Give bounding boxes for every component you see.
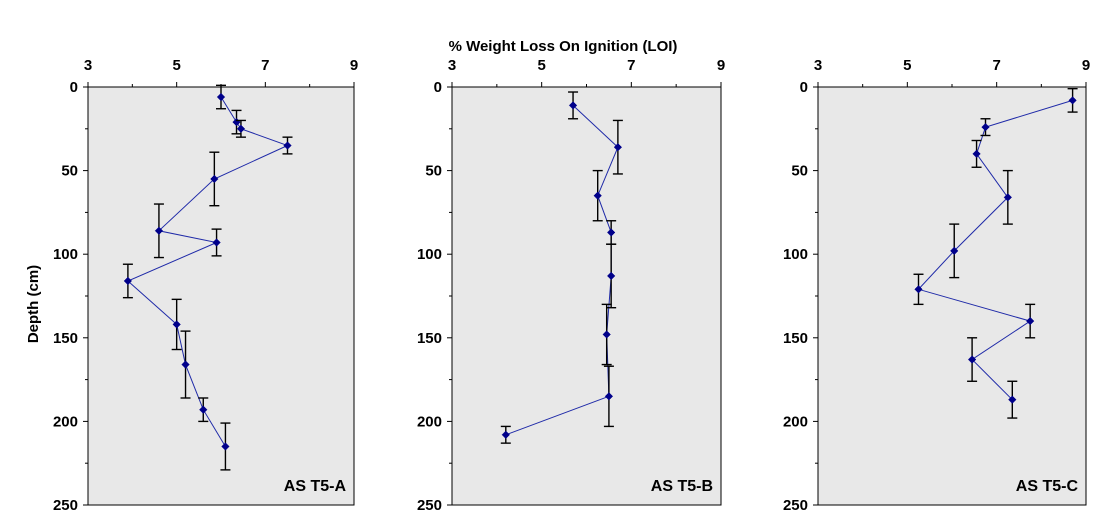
x-tick-label: 9: [717, 57, 725, 74]
y-tick-label: 50: [791, 163, 808, 180]
y-tick-label: 100: [783, 246, 808, 263]
y-tick-label: 250: [783, 497, 808, 514]
x-tick-label: 3: [814, 57, 822, 74]
y-tick-label: 50: [61, 163, 78, 180]
data-point: [914, 285, 923, 294]
panel-label: AS T5-A: [284, 478, 347, 495]
data-point: [181, 360, 190, 369]
data-point: [216, 92, 226, 102]
data-point: [154, 226, 164, 235]
y-tick-label: 150: [53, 330, 78, 347]
x-tick-label: 7: [261, 57, 269, 74]
y-tick-label: 50: [425, 163, 442, 180]
y-tick-label: 0: [434, 79, 442, 96]
y-tick-label: 250: [417, 497, 442, 514]
data-point: [967, 355, 977, 364]
data-point: [607, 271, 616, 281]
panel-label: AS T5-B: [651, 478, 713, 495]
data-point: [501, 430, 510, 439]
panel-frame: [451, 86, 722, 506]
y-tick-label: 0: [800, 79, 808, 96]
data-point: [210, 174, 219, 184]
panel-1: 3 5 7 9 0 50 100 150 200 250 AS T5-A: [53, 57, 358, 514]
x-tick-label: 9: [1082, 57, 1090, 74]
data-point: [1008, 395, 1017, 404]
panel-frame: [817, 86, 1087, 506]
x-tick-label: 7: [992, 57, 1000, 74]
x-tick-label: 7: [627, 57, 635, 74]
x-tick-label: 9: [350, 57, 358, 74]
y-tick-label: 100: [53, 246, 78, 263]
data-point: [972, 149, 981, 159]
data-point: [1003, 193, 1012, 202]
data-point: [604, 392, 614, 401]
x-tick-label: 5: [537, 57, 545, 74]
chart-title: % Weight Loss On Ignition (LOI): [449, 38, 678, 55]
x-tick-label: 3: [84, 57, 92, 74]
data-point: [236, 124, 246, 133]
y-tick-label: 0: [70, 79, 78, 96]
y-tick-label: 200: [53, 413, 78, 430]
panel-frame: [87, 86, 355, 506]
data-point: [593, 191, 602, 200]
data-point: [212, 238, 221, 247]
data-point: [221, 442, 230, 451]
x-tick-label: 3: [448, 57, 456, 74]
data-point: [1068, 96, 1077, 105]
x-tick-label: 5: [172, 57, 180, 74]
data-point: [981, 122, 990, 132]
data-point: [613, 143, 623, 152]
y-tick-label: 100: [417, 246, 442, 263]
panel-label: AS T5-C: [1016, 478, 1079, 495]
y-tick-label: 150: [417, 330, 442, 347]
data-point: [607, 228, 616, 237]
y-tick-label: 200: [783, 413, 808, 430]
data-point: [123, 276, 133, 286]
data-point: [1026, 316, 1035, 326]
x-tick-label: 5: [903, 57, 911, 74]
y-tick-label: 150: [783, 330, 808, 347]
y-axis-label: Depth (cm): [25, 265, 42, 343]
data-point: [172, 320, 181, 329]
data-point: [199, 405, 208, 414]
y-tick-label: 250: [53, 497, 78, 514]
data-point: [950, 246, 959, 256]
data-point: [602, 330, 611, 339]
data-point: [283, 141, 292, 150]
panel-3: 3 5 7 9 0 50 100 150 200 250 AS T5-C: [783, 57, 1090, 514]
y-tick-label: 200: [417, 413, 442, 430]
data-point: [568, 101, 578, 110]
panel-2: 3 5 7 9 0 50 100 150 200 250 AS T5-B: [417, 57, 725, 514]
